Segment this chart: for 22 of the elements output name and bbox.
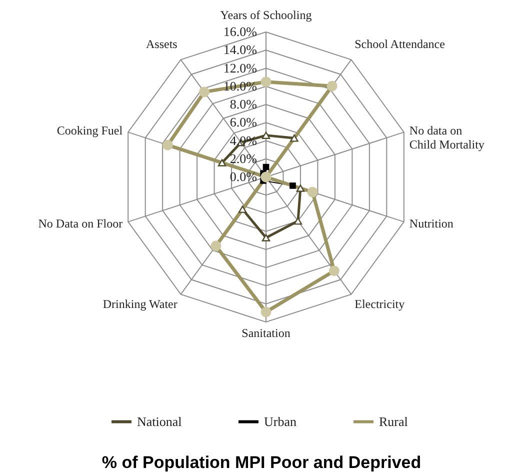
y-tick-label: 12.0% [223,60,258,76]
spoke-label: Cooking Fuel [56,123,124,138]
y-tick-label: 0.0% [230,169,258,184]
spoke-label: Sanitation [242,326,290,340]
y-tick-label: 8.0% [230,96,258,112]
y-tick-label: 6.0% [230,114,258,130]
legend-label: Rural [379,414,408,429]
spoke-label: Years of Schooling [220,8,312,22]
spoke-label: Drinking Water [102,297,178,311]
y-tick-label: 16.0% [223,24,258,39]
legend-label: National [137,414,182,429]
spoke-label: No Data on Floor [38,216,123,231]
spoke-label: Assets [146,37,178,51]
y-tick-label: 10.0% [223,78,258,94]
spoke-label: No data on Child Mortality [409,123,484,152]
y-tick-label: 14.0% [223,42,258,58]
spoke-label: Nutrition [409,216,454,231]
text: % of Population MPI Poor and Deprived [102,453,422,472]
y-tick-label: 2.0% [230,150,258,166]
legend-label: Urban [264,414,297,429]
spoke-label: School Attendance [354,37,445,51]
spoke-label: Electricity [354,297,405,311]
